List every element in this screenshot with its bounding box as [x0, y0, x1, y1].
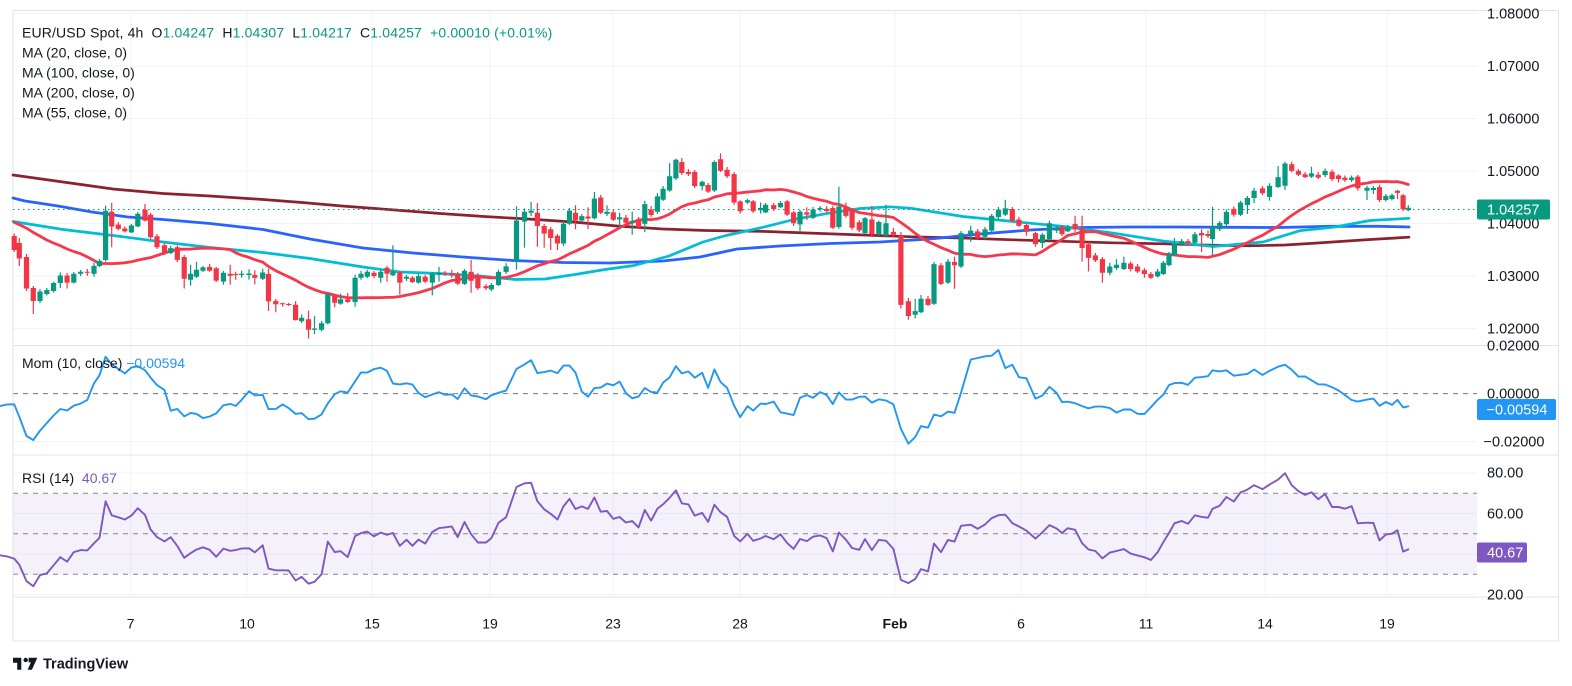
- svg-text:EUR/USD Spot, 4h O1.04247 H1: EUR/USD Spot, 4h O1.04247 H1.04307 L1.04…: [22, 24, 552, 40]
- svg-text:14: 14: [1257, 616, 1273, 632]
- svg-text:−0.02000: −0.02000: [1484, 434, 1545, 450]
- svg-text:28: 28: [732, 616, 748, 632]
- svg-text:60.00: 60.00: [1487, 506, 1523, 522]
- svg-text:6: 6: [1017, 616, 1025, 632]
- svg-text:23: 23: [605, 616, 621, 632]
- svg-text:1.06000: 1.06000: [1487, 111, 1539, 127]
- svg-text:1.02000: 1.02000: [1487, 321, 1539, 337]
- svg-text:7: 7: [127, 616, 135, 632]
- svg-text:19: 19: [1379, 616, 1395, 632]
- svg-text:0.02000: 0.02000: [1487, 338, 1539, 354]
- svg-text:1.03000: 1.03000: [1487, 269, 1539, 285]
- svg-text:20.00: 20.00: [1487, 587, 1523, 603]
- svg-text:MA (100, close, 0): MA (100, close, 0): [22, 64, 135, 80]
- svg-text:Mom (10, close) −0.00594: Mom (10, close) −0.00594: [22, 355, 185, 371]
- svg-text:10: 10: [239, 616, 255, 632]
- svg-text:1.04257: 1.04257: [1487, 202, 1539, 218]
- svg-text:1.04000: 1.04000: [1487, 216, 1539, 232]
- svg-text:MA (20, close, 0): MA (20, close, 0): [22, 44, 127, 60]
- svg-text:0.00000: 0.00000: [1487, 386, 1539, 402]
- svg-text:Feb: Feb: [883, 616, 908, 632]
- svg-text:TradingView: TradingView: [43, 656, 129, 672]
- svg-text:15: 15: [364, 616, 380, 632]
- svg-text:11: 11: [1139, 616, 1154, 632]
- svg-text:19: 19: [482, 616, 498, 632]
- svg-text:40.67: 40.67: [1487, 545, 1523, 561]
- svg-text:RSI (14) 40.67: RSI (14) 40.67: [22, 470, 117, 486]
- svg-text:MA (200, close, 0): MA (200, close, 0): [22, 85, 135, 101]
- svg-text:1.07000: 1.07000: [1487, 59, 1539, 75]
- svg-text:MA (55, close, 0): MA (55, close, 0): [22, 105, 127, 121]
- svg-text:1.05000: 1.05000: [1487, 164, 1539, 180]
- svg-text:80.00: 80.00: [1487, 466, 1523, 482]
- svg-text:−0.00594: −0.00594: [1487, 402, 1548, 418]
- svg-text:1.08000: 1.08000: [1487, 6, 1539, 22]
